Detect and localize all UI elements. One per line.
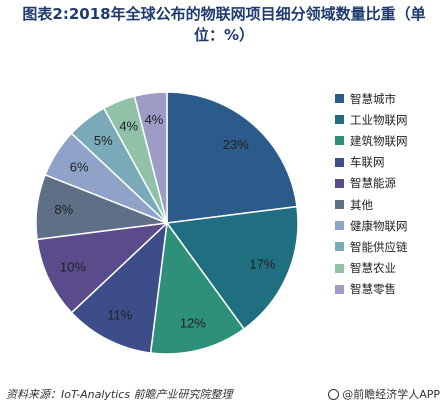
slice-value-label: 6%	[70, 159, 89, 174]
pie-slice-1	[166, 91, 298, 224]
legend-label: 工业物联网	[350, 112, 408, 127]
legend-label: 车联网	[350, 155, 385, 170]
slice-value-label: 5%	[94, 133, 113, 148]
pie-slice-5	[36, 221, 170, 314]
legend-label: 智慧能源	[350, 176, 396, 191]
slice-value-label: 23%	[223, 137, 249, 152]
legend-label: 智能供应链	[350, 239, 408, 254]
brand-icon	[328, 388, 340, 400]
legend-item: 其他	[335, 194, 443, 215]
legend-item: 工业物联网	[335, 109, 443, 130]
slice-value-label: 11%	[107, 308, 132, 323]
legend-swatch	[335, 221, 344, 231]
source-note: 资料来源：IoT-Analytics 前瞻产业研究院整理	[6, 388, 233, 401]
pie-slice-10	[133, 91, 168, 224]
legend-item: 智慧城市	[335, 88, 443, 109]
legend-swatch	[335, 115, 344, 125]
legend-swatch	[335, 136, 344, 146]
slice-value-label: 4%	[119, 118, 138, 133]
chart-title-line1: 图表2:2018年全球公布的物联网项目细分领域数量比重（单	[22, 5, 426, 23]
legend-swatch	[335, 94, 344, 104]
chart-title-line2: 位：%）	[193, 26, 255, 44]
legend-item: 智慧零售	[335, 279, 443, 300]
legend-swatch	[335, 284, 344, 294]
brand-credit: @前瞻经济学人APP	[328, 386, 440, 402]
pie-slice-2	[165, 205, 299, 331]
legend-swatch	[335, 263, 344, 273]
legend-swatch	[335, 157, 344, 167]
legend-label: 智慧农业	[350, 261, 396, 276]
pie-slice-4	[70, 221, 169, 354]
legend-swatch	[335, 242, 344, 252]
pie-slice-3	[149, 221, 246, 355]
slice-value-label: 12%	[180, 316, 206, 331]
legend-item: 智慧农业	[335, 258, 443, 279]
legend-label: 健康物联网	[350, 218, 408, 233]
chart-legend: 智慧城市工业物联网建筑物联网车联网智慧能源其他健康物联网智能供应链智慧农业智慧零…	[335, 88, 443, 300]
slice-value-label: 4%	[145, 112, 164, 127]
slice-value-label: 17%	[249, 256, 275, 271]
legend-swatch	[335, 178, 344, 188]
legend-label: 建筑物联网	[350, 133, 408, 148]
legend-item: 健康物联网	[335, 215, 443, 236]
chart-title: 图表2:2018年全球公布的物联网项目细分领域数量比重（单 位：%）	[6, 4, 442, 46]
legend-label: 其他	[350, 197, 373, 212]
legend-item: 建筑物联网	[335, 130, 443, 151]
legend-item: 车联网	[335, 152, 443, 173]
legend-item: 智能供应链	[335, 236, 443, 257]
watermark	[422, 110, 442, 310]
brand-text: @前瞻经济学人APP	[342, 388, 440, 401]
slice-value-label: 10%	[60, 259, 86, 274]
slice-value-label: 8%	[54, 202, 73, 217]
legend-label: 智慧城市	[350, 91, 396, 106]
legend-label: 智慧零售	[350, 282, 396, 297]
legend-item: 智慧能源	[335, 173, 443, 194]
legend-swatch	[335, 200, 344, 210]
